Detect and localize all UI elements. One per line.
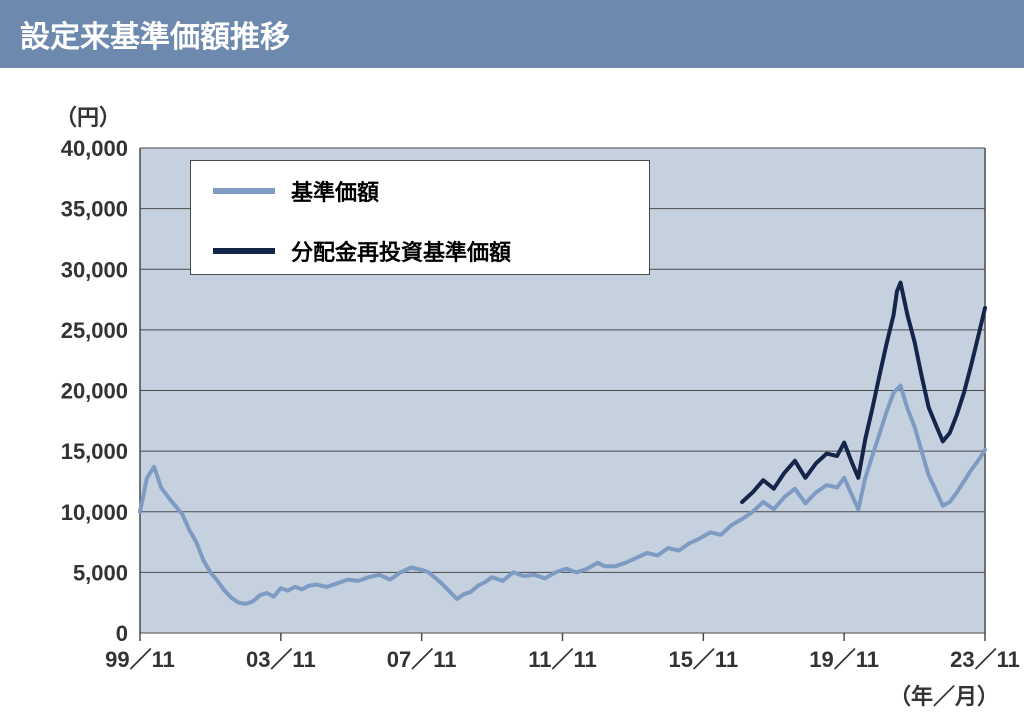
y-tick-label: 5,000 (73, 560, 128, 585)
legend-item-nav: 基準価額 (191, 161, 649, 221)
x-tick-label: 23／11 (950, 647, 1020, 672)
y-tick-label: 25,000 (61, 318, 128, 343)
legend-swatch (213, 188, 275, 194)
x-tick-label: 11／11 (528, 647, 597, 672)
chart-title: 設定来基準価額推移 (20, 12, 290, 56)
y-axis-unit: （円） (55, 100, 121, 132)
y-tick-label: 35,000 (61, 197, 128, 222)
y-tick-label: 20,000 (61, 379, 128, 404)
x-tick-label: 15／11 (668, 647, 738, 672)
y-tick-label: 0 (116, 621, 128, 646)
x-tick-label: 03／11 (246, 647, 316, 672)
chart-title-bar: 設定来基準価額推移 (0, 0, 1024, 68)
y-tick-label: 10,000 (61, 500, 128, 525)
x-tick-label: 19／11 (809, 647, 879, 672)
y-tick-label: 30,000 (61, 257, 128, 282)
legend: 基準価額分配金再投資基準価額 (190, 160, 650, 275)
y-tick-label: 15,000 (61, 439, 128, 464)
chart-container: 設定来基準価額推移 （円） 0 5,000 10,000 15,000 20,000 25… (0, 0, 1024, 713)
legend-item-reinvest: 分配金再投資基準価額 (191, 221, 649, 281)
legend-label: 基準価額 (291, 175, 379, 207)
legend-swatch (213, 248, 275, 254)
x-tick-label: 99／11 (105, 647, 175, 672)
x-tick-label: 07／11 (387, 647, 457, 672)
x-axis-unit: （年／月） (889, 679, 999, 711)
y-tick-label: 40,000 (61, 136, 128, 161)
legend-label: 分配金再投資基準価額 (291, 235, 511, 267)
